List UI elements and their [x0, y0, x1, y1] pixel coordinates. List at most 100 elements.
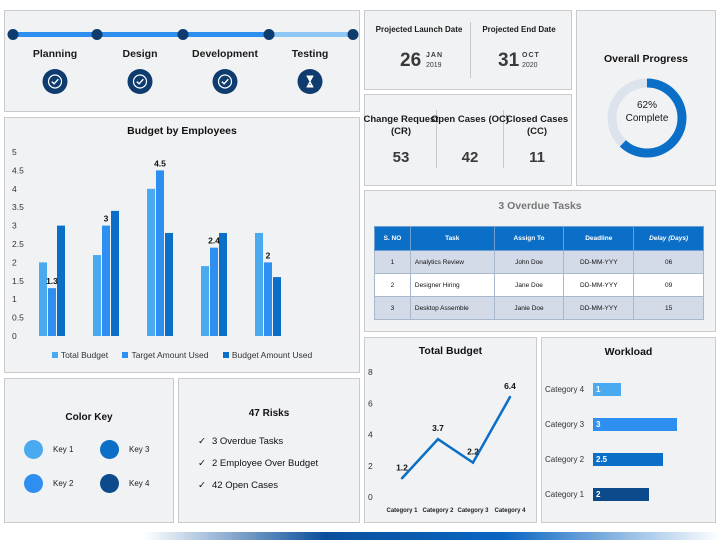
- y-tick-label: 4: [368, 430, 373, 440]
- y-tick-label: 8: [368, 367, 373, 377]
- header-deadline: Deadline: [563, 226, 635, 251]
- bar-target-amount-used: [156, 170, 164, 336]
- hourglass-icon: [297, 69, 323, 94]
- legend-item: Total Budget: [51, 350, 108, 360]
- bar-target-amount-used: [210, 247, 218, 336]
- end-date-day: 31: [498, 50, 520, 71]
- cell-assignee: Jane Doe: [493, 273, 565, 297]
- cell-sno: 1: [374, 250, 411, 274]
- y-tick-label: 6: [368, 398, 373, 408]
- key-1-label: Key 1: [53, 445, 74, 454]
- legend-item: Budget Amount Used: [222, 350, 313, 360]
- cell-assignee: Janie Doe: [493, 296, 565, 320]
- check-circle-icon: [42, 69, 68, 94]
- risk-item: ✓ 42 Open Cases: [198, 480, 278, 491]
- open-cases-label: Open Cases (OC): [430, 114, 510, 125]
- y-tick-label: 2.5: [12, 239, 24, 249]
- stats-divider: [503, 110, 504, 168]
- line-data-label: 3.7: [432, 423, 444, 433]
- header-sno: S. NO: [374, 226, 411, 251]
- line-data-label: 6.4: [504, 381, 516, 391]
- y-tick-label: 3: [12, 221, 17, 231]
- x-tick-label: Category 1: [386, 508, 418, 514]
- header-assign-to: Assign To: [493, 226, 565, 251]
- x-tick-label: Category 3: [457, 508, 489, 514]
- cell-task: Designer Hiring: [409, 273, 495, 297]
- bar-total-budget: [93, 255, 101, 336]
- workload-bar-label: 2.5: [596, 455, 608, 464]
- timeline-panel: [4, 10, 360, 112]
- launch-date-month: JAN: [426, 52, 444, 59]
- workload-category-label: Category 3: [545, 420, 585, 429]
- line-data-label: 1.2: [396, 462, 408, 472]
- y-tick-label: 1.5: [12, 276, 24, 286]
- overdue-tasks-table: S. NO Task Assign To Deadline Delay (Day…: [374, 226, 704, 320]
- bar-budget-amount-used: [273, 277, 281, 336]
- phase-label-development: Development: [192, 48, 258, 60]
- total-budget-panel: [364, 337, 537, 523]
- launch-date-year: 2019: [426, 62, 442, 69]
- overdue-tasks-title: 3 Overdue Tasks: [498, 200, 582, 212]
- phase-label-design: Design: [122, 48, 158, 60]
- end-date-year: 2020: [522, 62, 538, 69]
- table-row: 2 Designer Hiring Jane Doe DD-MM-YYY 09: [374, 273, 704, 297]
- workload-bar-label: 2: [596, 490, 601, 499]
- workload-bar: [593, 453, 663, 466]
- legend-swatch: [122, 352, 129, 358]
- cell-deadline: DD-MM-YYY: [563, 296, 635, 320]
- y-tick-label: 0: [12, 331, 17, 341]
- cell-delay: 06: [633, 250, 704, 274]
- table-row: 3 Desktop Assemble Janie Doe DD-MM-YYY 1…: [374, 296, 704, 320]
- phase-label-planning: Planning: [32, 48, 78, 60]
- open-cases-value: 42: [461, 149, 479, 166]
- closed-cases-value: 11: [529, 149, 545, 166]
- legend-budget-amount-used: Budget Amount Used: [231, 350, 313, 360]
- progress-arc: [607, 78, 687, 158]
- key-1-swatch: [24, 440, 43, 459]
- y-tick-label: 2: [368, 461, 373, 471]
- key-3-swatch: [100, 440, 119, 459]
- workload-category-label: Category 1: [545, 490, 585, 499]
- bar-data-label: 2: [266, 250, 271, 260]
- bar-target-amount-used: [102, 225, 110, 336]
- cell-task: Analytics Review: [409, 250, 495, 274]
- budget-bar-chart: 0 0.5 1 1.5 2 2.5 3 3.5 4 4.5 5 1.3 3 4.5 2.4 2: [12, 147, 281, 341]
- timeline-node: [177, 29, 189, 40]
- y-tick-label: 2: [12, 257, 17, 267]
- x-tick-label: Category 4: [494, 508, 526, 514]
- cell-task: Desktop Assemble: [409, 296, 495, 320]
- y-tick-label: 4: [12, 184, 17, 194]
- bar-total-budget: [255, 232, 263, 336]
- line-point: [436, 437, 440, 441]
- bar-budget-amount-used: [111, 210, 119, 336]
- legend-swatch: [51, 352, 58, 358]
- bar-data-label: 3: [104, 214, 109, 224]
- table-row: 1 Analytics Review John Doe DD-MM-YYY 06: [374, 250, 704, 274]
- line-point: [471, 461, 475, 464]
- workload-bar-label: 1: [596, 385, 601, 394]
- timeline-node: [7, 29, 19, 40]
- timeline-node: [91, 29, 103, 40]
- stats-panel: [364, 94, 572, 186]
- workload-bar-label: 3: [596, 420, 601, 429]
- launch-date-day: 26: [400, 50, 422, 71]
- legend-item: Target Amount Used: [122, 350, 208, 360]
- bar-data-label: 1.3: [46, 276, 58, 286]
- progress-value: 62%: [636, 100, 657, 111]
- table-header-row: S. NO Task Assign To Deadline Delay (Day…: [374, 226, 704, 251]
- workload-category-label: Category 4: [545, 385, 585, 394]
- workload-category-label: Category 2: [545, 455, 585, 464]
- launch-date-label: Projected Launch Date: [375, 25, 463, 34]
- cell-deadline: DD-MM-YYY: [563, 250, 635, 274]
- closed-cases-label: Closed Cases (CC): [505, 114, 569, 137]
- header-delay: Delay (Days): [633, 226, 704, 251]
- phase-label-testing: Testing: [291, 48, 329, 60]
- budget-chart-title: Budget by Employees: [127, 125, 237, 137]
- risk-item-text: 2 Employee Over Budget: [212, 458, 319, 469]
- cell-sno: 3: [374, 296, 411, 320]
- timeline-node: [263, 29, 275, 40]
- key-2-label: Key 2: [53, 479, 74, 488]
- line-point: [400, 477, 404, 480]
- cell-delay: 15: [633, 296, 704, 320]
